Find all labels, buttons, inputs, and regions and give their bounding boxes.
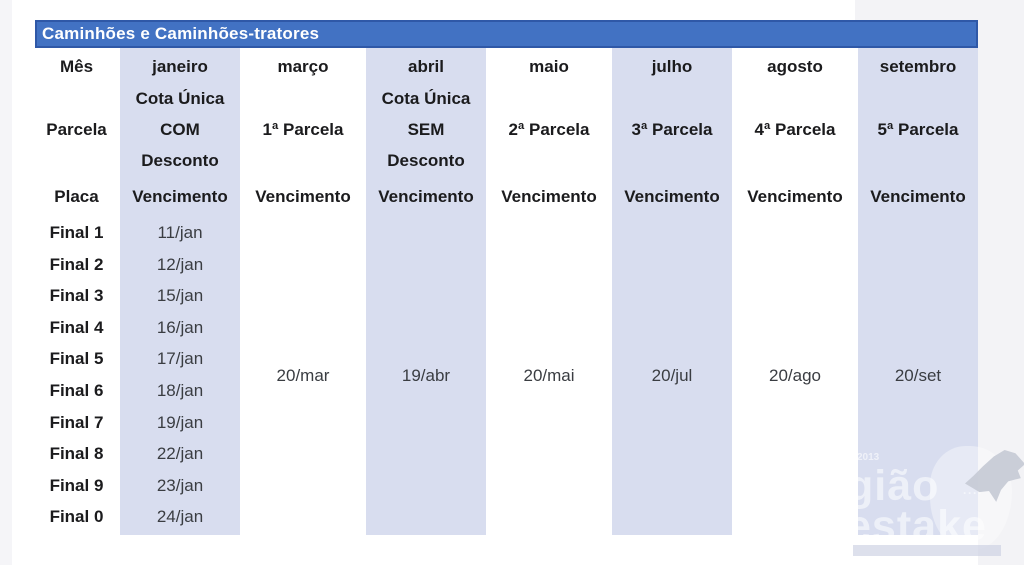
plate-final-label: Final 9 — [49, 476, 104, 495]
cota-unica-label: Cota Única — [135, 89, 225, 108]
plate-final-label: Final 8 — [49, 444, 104, 463]
due-date-cell: 22/jan — [156, 444, 204, 463]
plate-final-label: Final 6 — [49, 381, 104, 400]
due-date-cell: 19/jan — [156, 413, 204, 432]
desconto-label: Desconto — [141, 151, 219, 170]
vencimento-header: Vencimento — [378, 187, 474, 206]
parcela-header: 4ª Parcela — [754, 120, 836, 139]
month-header: agosto — [767, 57, 823, 76]
due-date-cell: 20/set — [894, 366, 942, 385]
month-header: maio — [529, 57, 569, 76]
vencimento-header: Vencimento — [747, 187, 843, 206]
row-label-placa: Placa — [54, 187, 99, 206]
column-maio: maio 2ª Parcela Vencimento 20/mai — [489, 48, 609, 535]
due-date-cell: 11/jan — [157, 223, 203, 242]
month-header: julho — [651, 57, 693, 76]
due-date-cell: 24/jan — [156, 507, 204, 526]
row-label-parcela: Parcela — [46, 120, 107, 139]
vencimento-header: Vencimento — [255, 187, 351, 206]
plate-final-label: Final 7 — [49, 413, 104, 432]
page-right-gutter — [978, 0, 1024, 565]
cota-unica-label: Cota Única — [381, 89, 471, 108]
sem-desconto-label: SEM — [407, 120, 445, 139]
due-date-cell: 18/jan — [156, 381, 204, 400]
plate-final-label: Final 1 — [49, 223, 104, 242]
month-header: setembro — [879, 57, 957, 76]
due-date-cell: 17/jan — [156, 349, 204, 368]
column-julho: julho 3ª Parcela Vencimento 20/jul — [612, 48, 732, 535]
month-header: março — [277, 57, 329, 76]
desconto-label: Desconto — [387, 151, 465, 170]
column-abril: abril Cota Única SEM Desconto Vencimento… — [366, 48, 486, 535]
row-label-mes: Mês — [59, 57, 94, 76]
vencimento-header: Vencimento — [624, 187, 720, 206]
column-janeiro: janeiro Cota Única COM Desconto Vencimen… — [120, 48, 240, 535]
column-setembro: setembro 5ª Parcela Vencimento 20/set — [858, 48, 978, 535]
month-header: abril — [408, 57, 444, 76]
page-left-gutter — [0, 0, 12, 565]
month-header: janeiro — [152, 57, 208, 76]
due-date-cell: 20/mai — [523, 366, 575, 385]
plate-final-label: Final 5 — [49, 349, 104, 368]
due-date-cell: 16/jan — [156, 318, 204, 337]
parcela-header: 3ª Parcela — [631, 120, 713, 139]
com-desconto-label: COM — [160, 120, 200, 139]
plate-final-label: Final 0 — [49, 507, 104, 526]
table-title: Caminhões e Caminhões-tratores — [42, 24, 320, 43]
column-row-labels: Mês Parcela Placa Final 1 Final 2 Final … — [35, 48, 118, 535]
column-marco: março 1ª Parcela Vencimento 20/mar — [243, 48, 363, 535]
plate-final-label: Final 2 — [49, 255, 104, 274]
parcela-header: 2ª Parcela — [508, 120, 590, 139]
due-date-cell: 19/abr — [401, 366, 451, 385]
vencimento-header: Vencimento — [870, 187, 966, 206]
vencimento-header: Vencimento — [501, 187, 597, 206]
page-top-right-gutter — [855, 0, 978, 20]
vencimento-header: Vencimento — [132, 187, 228, 206]
due-date-cell: 20/jul — [651, 366, 693, 385]
parcela-header: 1ª Parcela — [262, 120, 344, 139]
due-date-cell: 15/jan — [156, 286, 204, 305]
plate-final-label: Final 3 — [49, 286, 104, 305]
due-date-cell: 20/mar — [276, 366, 330, 385]
due-date-cell: 23/jan — [156, 476, 204, 495]
due-date-cell: 12/jan — [156, 255, 204, 274]
table-title-bar: Caminhões e Caminhões-tratores — [35, 20, 978, 48]
parcela-header: 5ª Parcela — [877, 120, 959, 139]
column-agosto: agosto 4ª Parcela Vencimento 20/ago — [735, 48, 855, 535]
due-date-cell: 20/ago — [769, 366, 821, 385]
plate-final-label: Final 4 — [49, 318, 104, 337]
